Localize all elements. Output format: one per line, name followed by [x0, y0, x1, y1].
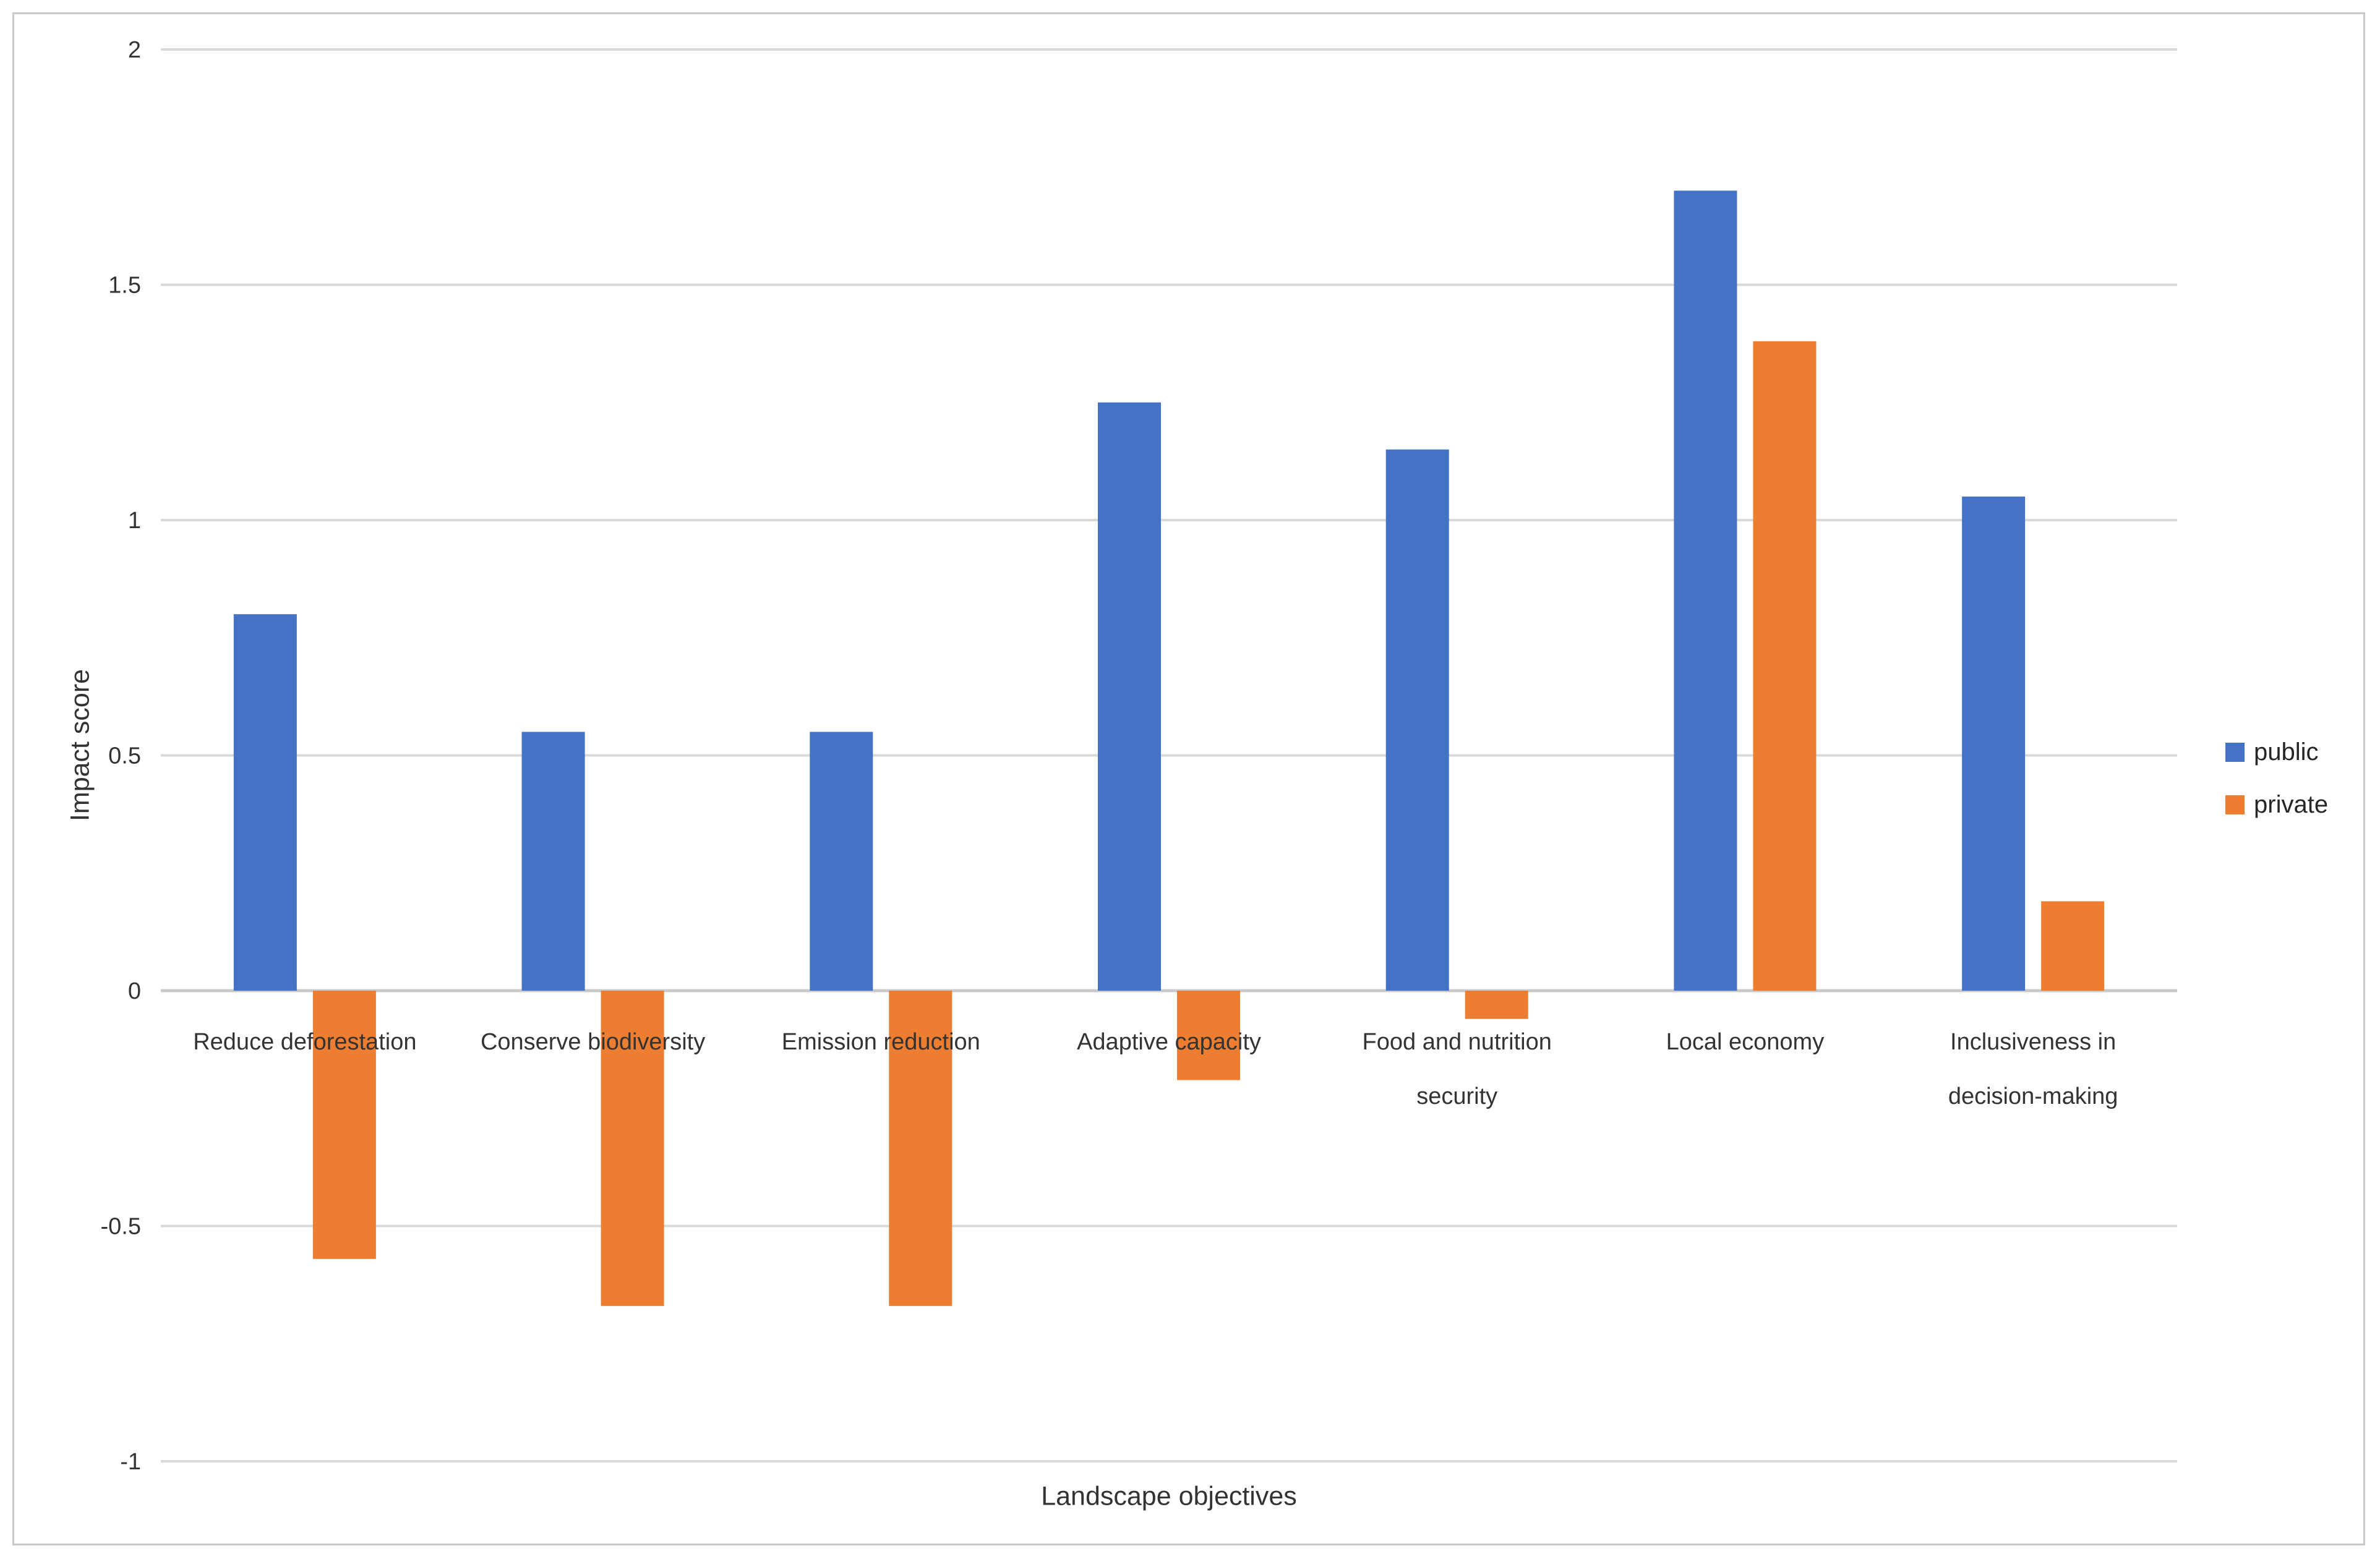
x-category-label: security	[1416, 1083, 1497, 1109]
bar-public-1	[521, 732, 585, 991]
x-category-label: Conserve biodiversity	[481, 1029, 705, 1055]
bar-public-5	[1674, 190, 1737, 991]
y-tick-label: 0	[128, 978, 141, 1004]
legend: public private	[2225, 738, 2328, 819]
y-tick-label: 2	[128, 37, 141, 63]
y-tick-label: 1	[128, 508, 141, 534]
bar-private-5	[1753, 341, 1817, 991]
bar-public-3	[1098, 402, 1161, 991]
bar-public-6	[1962, 496, 2026, 991]
bar-public-4	[1385, 449, 1449, 991]
bar-private-6	[2041, 901, 2105, 991]
legend-item-private: private	[2225, 791, 2328, 819]
y-tick-label: -1	[120, 1449, 141, 1475]
legend-label-public: public	[2254, 738, 2319, 766]
legend-label-private: private	[2254, 791, 2329, 818]
y-tick-label: -0.5	[101, 1214, 141, 1240]
x-axis-title: Landscape objectives	[1041, 1481, 1297, 1511]
bar-private-1	[601, 991, 664, 1306]
y-tick-label: 1.5	[108, 273, 141, 299]
bar-private-3	[1177, 991, 1240, 1080]
x-category-label: Emission reduction	[782, 1029, 980, 1055]
bar-private-4	[1465, 991, 1528, 1019]
private-series-swatch-icon	[2225, 795, 2245, 814]
x-category-label: Inclusiveness in	[1950, 1029, 2116, 1055]
bar-public-0	[233, 614, 297, 991]
x-category-label: Adaptive capacity	[1077, 1029, 1261, 1055]
x-category-label: decision-making	[1948, 1083, 2118, 1109]
legend-item-public: public	[2225, 738, 2328, 766]
y-tick-label: 0.5	[108, 743, 141, 769]
y-axis-title: Impact score	[65, 668, 95, 822]
bar-private-2	[889, 991, 952, 1306]
x-category-label: Local economy	[1666, 1029, 1825, 1055]
bar-public-2	[810, 732, 873, 991]
x-category-label: Reduce deforestation	[193, 1029, 416, 1055]
x-category-label: Food and nutrition	[1363, 1029, 1552, 1055]
public-series-swatch-icon	[2225, 743, 2245, 762]
bar-private-0	[312, 991, 376, 1259]
